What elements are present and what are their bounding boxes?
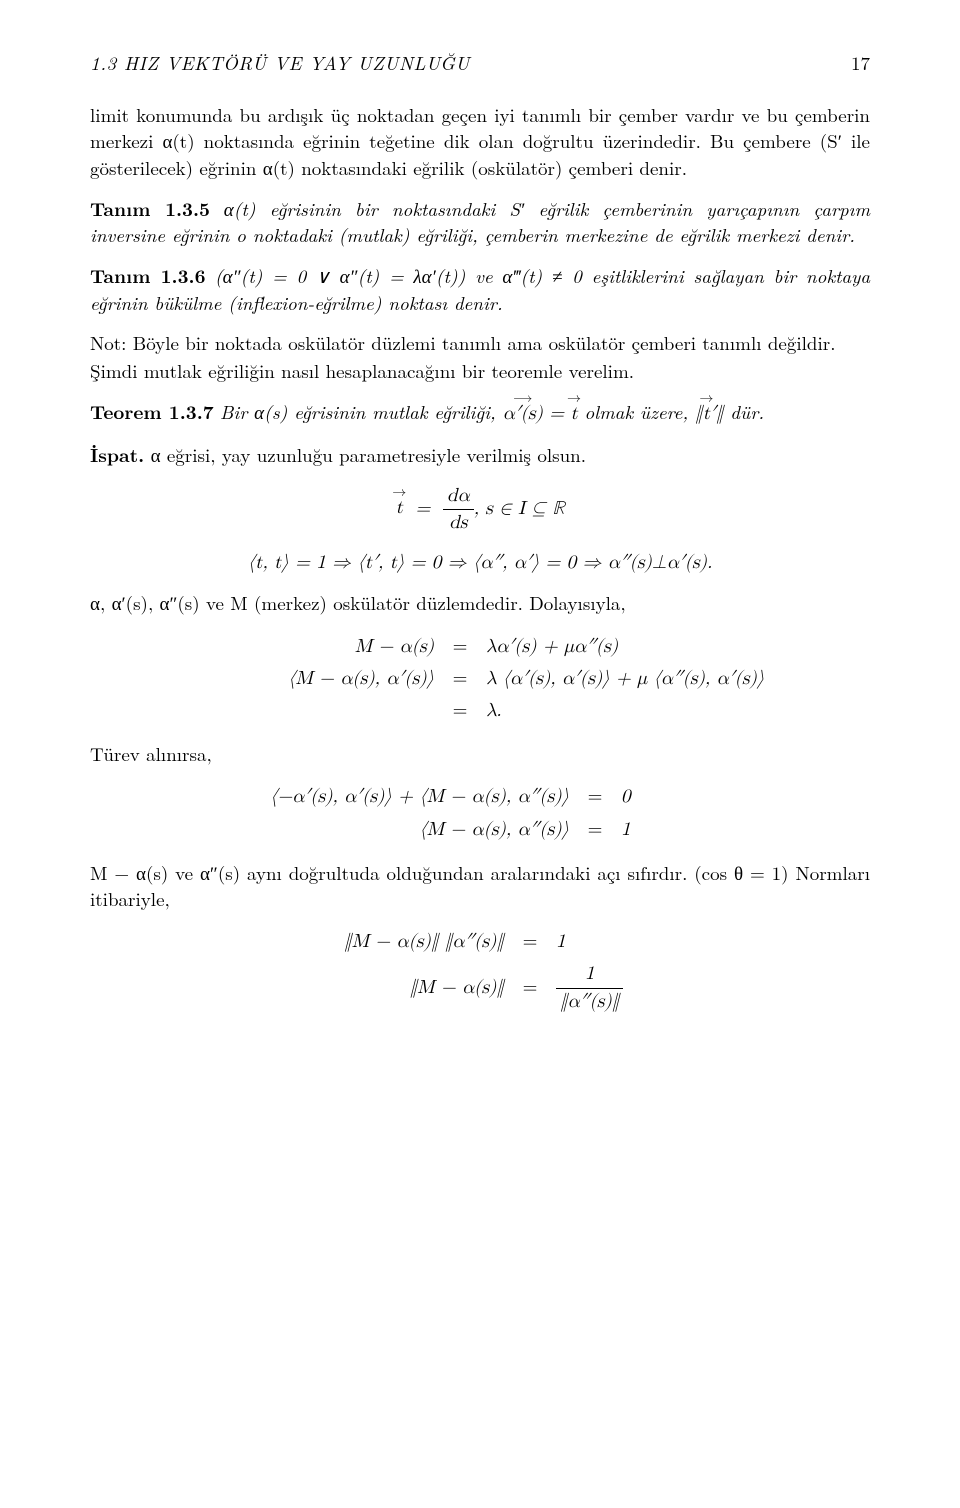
eq-right: 1‖α″(s)‖ [556,961,656,1014]
eq-right: 0 [621,784,701,810]
eq-right: λ ⟨α′(s), α′(s)⟩ + μ ⟨α″(s), α′(s)⟩ [486,666,766,692]
proof-start: İspat. α eğrisi, yay uzunluğu parametres… [90,441,870,468]
proof-line-1: α eğrisi, yay uzunluğu parametresiyle ve… [151,441,586,468]
def-body: (α″(t) = 0 ∨ α″(t) = λα′(t)) ve α‴(t) ≠ … [90,262,870,315]
def-label: Tanım 1.3.6 [90,261,206,289]
theorem-1-3-7: Teorem 1.3.7 Bir α(s) eğrisinin mutlak e… [90,398,870,427]
eq-right: λα′(s) + μα″(s) [486,634,766,660]
eq-left: ‖M − α(s)‖ [304,975,504,1001]
paragraph-intro: limit konumunda bu ardışık üç noktadan g… [90,102,870,181]
eq-left: ‖M − α(s)‖ ‖α″(s)‖ [304,929,504,955]
thm-body-c: dür. [724,398,765,425]
thm-body-a: Bir α(s) eğrisinin mutlak eğriliği, [220,398,503,425]
page-header: 1.3 HIZ VEKTÖRÜ VE YAY UZUNLUĞU 17 [90,50,870,76]
eq1-right: , s ∈ I ⊆ ℝ [474,498,565,517]
definition-1-3-6: Tanım 1.3.6 (α″(t) = 0 ∨ α″(t) = λα′(t))… [90,262,870,315]
def-label: Tanım 1.3.5 [90,194,210,222]
proof-line-4: M − α(s) ve α″(s) aynı doğrultuda olduğu… [90,860,870,912]
eq-right: λ. [486,698,766,724]
thm-body-b: olmak üzere, [578,398,695,425]
note-1: Not: Böyle bir noktada oskülatör düzlemi… [90,330,870,356]
equation-t-def: t = dαds, s ∈ I ⊆ ℝ [90,483,870,536]
definition-1-3-5: Tanım 1.3.5 α(t) eğrisinin bir noktasınd… [90,195,870,248]
eq-left: ⟨M − α(s), α′(s)⟩ [194,666,434,692]
equation-inner-products: ⟨t, t⟩ = 1 ⇒ ⟨t′, t⟩ = 0 ⇒ ⟨α″, α′⟩ = 0 … [90,550,870,576]
eq-left: ⟨−α′(s), α′(s)⟩ + ⟨M − α(s), α″(s)⟩ [259,784,569,810]
eq-left: ⟨M − α(s), α″(s)⟩ [259,817,569,843]
proof-line-2: α, α′(s), α″(s) ve M (merkez) oskülatör … [90,590,870,616]
eq-right: 1 [556,929,656,955]
eq-right: 1 [621,817,701,843]
section-title: 1.3 HIZ VEKTÖRÜ VE YAY UZUNLUĞU [90,50,470,76]
proof-label: İspat. [90,440,144,468]
equation-system-3: ‖M − α(s)‖ ‖α″(s)‖ = 1 ‖M − α(s)‖ = 1‖α″… [90,926,870,1018]
note-2: Şimdi mutlak eğriliğin nasıl hesaplanaca… [90,358,870,384]
thm-label: Teorem 1.3.7 [90,397,214,425]
equation-system-2: ⟨−α′(s), α′(s)⟩ + ⟨M − α(s), α″(s)⟩ = 0 … [90,781,870,845]
page-number: 17 [851,50,870,76]
eq-left: M − α(s) [194,634,434,660]
proof-line-3: Türev alınırsa, [90,741,870,767]
equation-system-1: M − α(s) = λα′(s) + μα″(s) ⟨M − α(s), α′… [90,631,870,728]
